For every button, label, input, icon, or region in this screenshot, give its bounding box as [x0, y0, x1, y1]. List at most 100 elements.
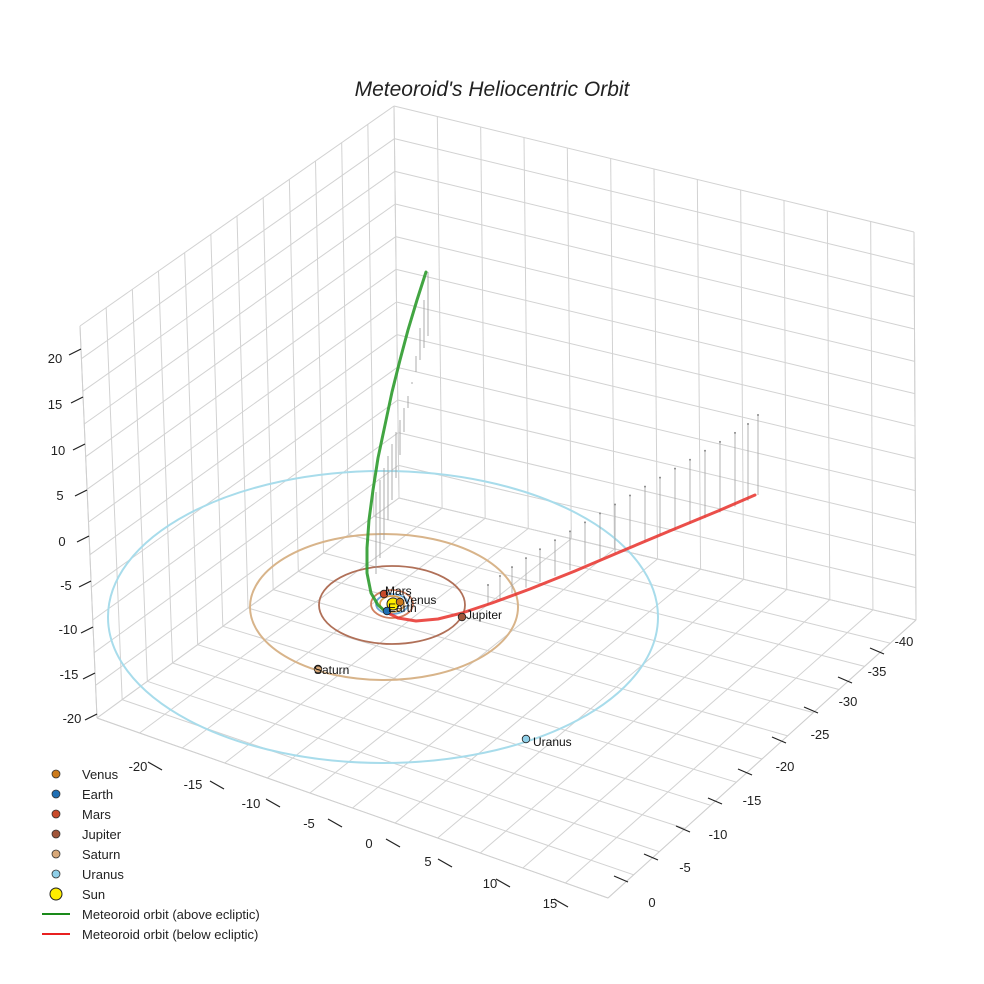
frame-edge: [96, 717, 609, 899]
y-tick-mark: [837, 676, 853, 684]
grid-line: [479, 589, 788, 854]
grid-line: [394, 170, 915, 298]
projection-stem-tip: [719, 440, 721, 443]
y-tick-mark: [675, 825, 691, 833]
projection-stem-tip: [757, 414, 759, 416]
x-tick-mark: [495, 878, 511, 888]
planet-label-mars: Mars: [385, 584, 412, 598]
grid-line: [565, 609, 874, 884]
planet-label-earth: Earth: [388, 601, 417, 615]
y-tick-label: -25: [811, 727, 830, 742]
projection-stem-tip: [511, 566, 513, 569]
projection-stem-tip: [487, 584, 489, 586]
grid-line: [105, 307, 123, 700]
grid-line: [394, 138, 915, 265]
y-tick-mark: [771, 736, 787, 744]
z-tick-mark: [78, 580, 92, 588]
y-axis-ticks: 0 -5 -10 -15 -20 -25 -30 -35 -40: [613, 634, 913, 910]
grid-line: [373, 515, 891, 644]
planet-saturn: [313, 664, 323, 674]
x-tick-mark: [327, 818, 343, 828]
legend-label: Mars: [82, 807, 111, 822]
legend-label: Sun: [82, 887, 105, 902]
legend-label: Meteoroid orbit (below ecliptic): [82, 927, 258, 942]
y-tick-label: -20: [776, 759, 795, 774]
legend-label: Venus: [82, 767, 119, 782]
z-tick-label: 20: [48, 351, 62, 366]
projection-stem-tip: [689, 458, 691, 461]
z-tick-label: 0: [58, 534, 65, 549]
projection-stem-tip: [747, 422, 749, 425]
x-axis-ticks: -20 -15 -10 -5 0 5 10 15: [129, 759, 569, 911]
z-tick-mark: [72, 443, 86, 451]
legend-marker: [51, 769, 61, 779]
z-tick-mark: [76, 535, 90, 543]
x-tick-mark: [147, 761, 163, 771]
legend: Venus Earth Mars Jupiter Saturn Uranus Sun Mete…: [42, 767, 260, 942]
grid-line: [81, 138, 395, 360]
y-tick-label: -15: [743, 793, 762, 808]
grid-line: [522, 599, 831, 869]
x-tick-label: -10: [242, 796, 261, 811]
legend-label: Jupiter: [82, 827, 122, 842]
projection-stem-tip: [659, 476, 661, 479]
grid-line: [398, 497, 917, 621]
projection-stem-tip: [539, 548, 541, 551]
z-tick-label: 5: [56, 488, 63, 503]
frame-edge: [607, 619, 917, 899]
projection-stem-tip: [525, 557, 527, 560]
grid-line: [273, 589, 788, 737]
3d-grid: [79, 105, 917, 899]
y-tick-label: 0: [648, 895, 655, 910]
frame-edge: [913, 231, 917, 621]
grid-line: [323, 552, 840, 690]
x-tick-label: 0: [365, 836, 372, 851]
orbit-mars: [370, 589, 414, 619]
planet-mars: [379, 589, 389, 599]
grid-line: [348, 534, 865, 667]
meteoroid-orbit: [365, 270, 757, 623]
planet-label-uranus: Uranus: [533, 735, 572, 749]
planet-orbits: [107, 470, 659, 764]
legend-marker: [51, 829, 61, 839]
y-tick-label: -35: [868, 664, 887, 679]
y-tick-mark: [737, 768, 753, 776]
y-tick-mark: [643, 853, 659, 861]
grid-line: [131, 289, 148, 682]
legend-label: Earth: [82, 787, 113, 802]
y-tick-mark: [613, 875, 629, 883]
z-tick-label: 10: [51, 443, 65, 458]
projection-stem-tip: [629, 494, 631, 497]
z-tick-label: -20: [63, 711, 82, 726]
z-tick-mark: [68, 348, 82, 356]
grid-line: [85, 236, 396, 458]
meteoroid-projection-stems: [375, 272, 759, 605]
planet-earth: [382, 606, 392, 616]
projection-stem-tip: [554, 539, 556, 542]
meteoroid-orbit-below: [384, 493, 757, 623]
projection-stem-tip: [644, 485, 646, 488]
x-tick-mark: [553, 898, 569, 908]
planet-label-venus: Venus: [403, 593, 436, 607]
z-tick-label: -10: [59, 622, 78, 637]
x-tick-label: 15: [543, 896, 557, 911]
orbit-venus: [379, 595, 405, 613]
grid-line: [82, 170, 396, 392]
z-tick-mark: [84, 713, 98, 721]
grid-line: [86, 268, 397, 490]
projection-stem-tip: [584, 521, 586, 524]
x-tick-label: 10: [483, 876, 497, 891]
legend-marker: [51, 869, 61, 879]
grid-line: [298, 570, 814, 714]
projection-stem-tip: [614, 503, 616, 506]
y-tick-mark: [707, 797, 723, 805]
y-tick-mark: [869, 647, 885, 655]
legend-label: Uranus: [82, 867, 124, 882]
x-tick-label: -15: [184, 777, 203, 792]
grid-line: [247, 607, 763, 760]
z-tick-label: 15: [48, 397, 62, 412]
x-tick-mark: [209, 780, 225, 790]
grid-line: [870, 221, 874, 610]
x-tick-mark: [265, 798, 281, 808]
